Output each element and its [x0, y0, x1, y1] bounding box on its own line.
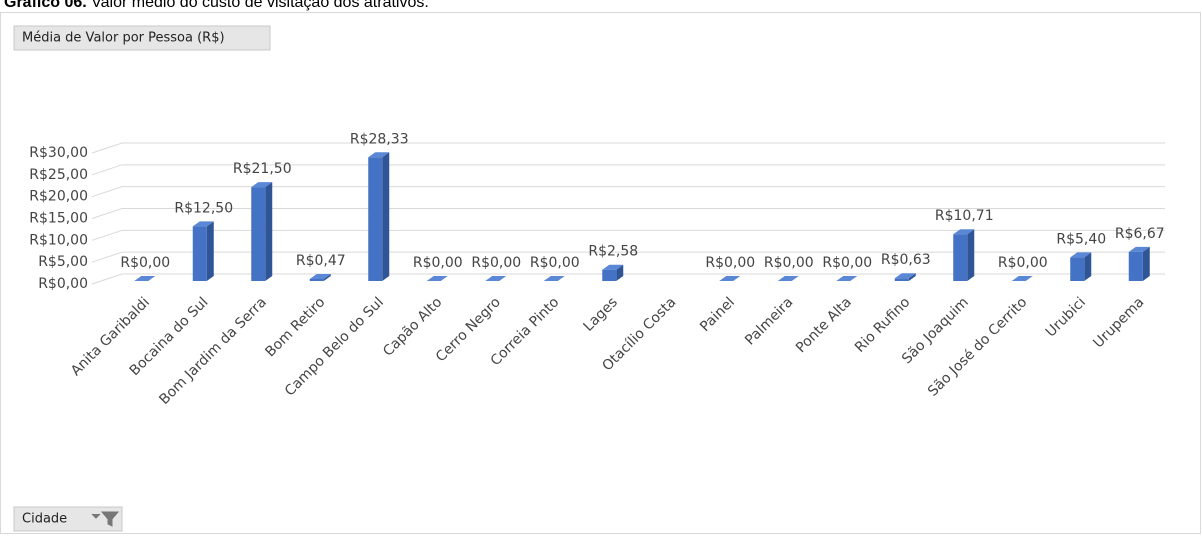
bar-side: [265, 182, 273, 281]
value-label: R$0,00: [120, 255, 170, 271]
bar-side: [1142, 246, 1150, 281]
bar: [134, 276, 156, 281]
bar-top: [192, 221, 214, 227]
bar: [368, 152, 390, 281]
value-label: R$6,67: [1115, 226, 1165, 242]
bar: [1070, 252, 1092, 281]
value-label: R$0,00: [705, 255, 755, 271]
bar-side: [323, 273, 331, 281]
series-button[interactable]: [13, 25, 271, 51]
bar-top: [602, 264, 624, 270]
bar: [1011, 276, 1033, 281]
caption: Gráfico 06. Valor médio do custo de visi…: [4, 0, 429, 11]
value-label: R$0,00: [764, 255, 814, 271]
bar-front: [1070, 257, 1085, 281]
y-tick-label: R$15,00: [29, 211, 88, 227]
bar-top: [134, 276, 156, 281]
bar-front: [1128, 251, 1143, 281]
bar: [543, 276, 565, 281]
bar: [602, 264, 624, 281]
value-label: R$12,50: [174, 200, 233, 216]
caption-text: Valor médio do custo de visitação dos at…: [91, 0, 429, 11]
grid-line: [91, 208, 1165, 219]
value-label: R$28,33: [350, 131, 409, 147]
value-label: R$0,00: [530, 255, 580, 271]
bar: [485, 276, 507, 281]
caption-bold: Gráfico 06.: [4, 0, 87, 11]
bar-top: [777, 276, 799, 281]
chart-frame: [0, 12, 1201, 534]
bar-top: [368, 152, 390, 158]
bar-side: [382, 152, 390, 281]
grid-line: [91, 273, 1165, 285]
value-label: R$21,50: [233, 161, 292, 177]
bar-top: [485, 276, 507, 281]
value-label: R$0,63: [881, 252, 931, 268]
y-tick-label: R$20,00: [29, 189, 88, 205]
value-label: R$10,71: [935, 208, 994, 224]
bar: [836, 276, 858, 281]
bar-front: [192, 226, 207, 281]
value-label: R$0,00: [822, 255, 872, 271]
grid-line: [91, 229, 1165, 241]
bar-side: [908, 273, 916, 281]
series-name: Média de Valor por Pessoa (R$): [22, 31, 225, 46]
bar-front: [602, 269, 617, 281]
value-label: R$0,00: [413, 255, 463, 271]
y-tick-label: R$25,00: [29, 167, 88, 183]
value-label: R$0,47: [296, 253, 346, 269]
value-label: R$5,40: [1056, 231, 1106, 247]
bar-front: [953, 234, 968, 281]
bar: [192, 221, 214, 281]
bar-top: [836, 276, 858, 281]
grid-line: [91, 142, 1165, 154]
value-label: R$0,00: [471, 255, 521, 271]
bar-front: [251, 187, 266, 281]
bar-side: [206, 221, 214, 281]
field-name: Cidade: [22, 512, 67, 527]
value-label: R$2,58: [588, 244, 638, 260]
bar: [309, 273, 331, 281]
bar-side: [1084, 252, 1092, 281]
grid-line: [91, 164, 1165, 176]
bar: [251, 182, 273, 281]
grid-line: [91, 251, 1165, 263]
bar-top: [309, 273, 331, 279]
bar-front: [309, 278, 324, 281]
bar-top: [1128, 246, 1150, 252]
bar-top: [1011, 276, 1033, 281]
bar: [1128, 246, 1150, 281]
bar: [894, 273, 916, 281]
bar: [777, 276, 799, 281]
bar-front: [368, 157, 383, 281]
bar-side: [967, 229, 975, 281]
bar: [426, 276, 448, 281]
y-tick-label: R$0,00: [38, 276, 88, 292]
bar-top: [426, 276, 448, 281]
bar-top: [953, 229, 975, 235]
grid-line: [91, 186, 1165, 198]
bar: [953, 229, 975, 281]
bar-top: [894, 273, 916, 279]
bar-top: [251, 182, 273, 188]
bar: [719, 276, 741, 281]
bar-top: [543, 276, 565, 281]
y-tick-label: R$10,00: [29, 232, 88, 248]
value-label: R$0,00: [998, 255, 1048, 271]
bar-top: [1070, 252, 1092, 258]
bar-side: [616, 264, 624, 281]
filter-icon: [91, 511, 120, 527]
bar-front: [894, 278, 909, 281]
y-tick-label: R$30,00: [29, 145, 88, 161]
y-tick-label: R$5,00: [38, 254, 88, 270]
field-button[interactable]: [13, 506, 123, 532]
bar-top: [719, 276, 741, 281]
